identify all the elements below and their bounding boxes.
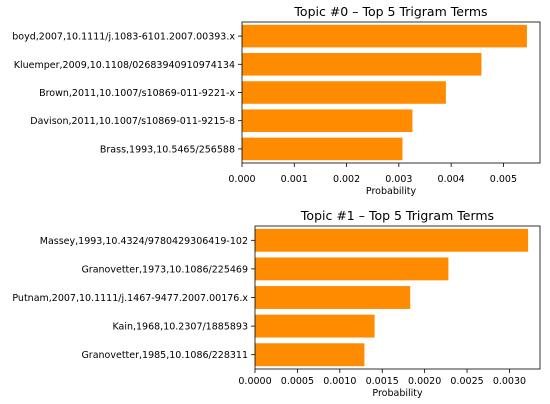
chart-title: Topic #0 – Top 5 Trigram Terms	[293, 4, 487, 19]
bar	[255, 314, 375, 338]
x-axis-label: Probability	[366, 186, 417, 197]
bar	[242, 24, 527, 48]
x-tick-label: 0.004	[438, 174, 465, 185]
chart-title: Topic #1 – Top 5 Trigram Terms	[300, 208, 494, 223]
bar	[255, 228, 529, 252]
plot-frame	[241, 21, 541, 164]
bar	[255, 343, 365, 367]
bar	[242, 109, 413, 132]
x-tick-label: 0.0025	[450, 376, 483, 387]
category-label: Granovetter,1985,10.1086/228311	[81, 350, 248, 361]
x-tick-label: 0.001	[281, 174, 308, 185]
category-label: Massey,1993,10.4324/9780429306419-102	[40, 236, 248, 247]
category-label: Putnam,2007,10.1111/j.1467-9477.2007.001…	[12, 293, 248, 304]
category-label: Kain,1968,10.2307/1885893	[112, 322, 248, 333]
x-axis-label: Probability	[372, 388, 423, 399]
x-tick-label: 0.003	[385, 174, 412, 185]
bar	[242, 81, 446, 104]
category-label: boyd,2007,10.1111/j.1083-6101.2007.00393…	[12, 32, 235, 43]
x-tick-label: 0.0030	[493, 376, 526, 387]
x-tick-label: 0.005	[490, 174, 517, 185]
bar	[242, 53, 482, 76]
x-tick-label: 0.0000	[238, 376, 271, 387]
category-label: Kluemper,2009,10.1108/02683940910974134	[14, 60, 235, 71]
bar	[242, 137, 403, 161]
chart-topic-1: Topic #1 – Top 5 Trigram Terms Massey,199…	[12, 208, 541, 399]
category-label: Granovetter,1973,10.1086/225469	[81, 264, 248, 275]
x-tick-label: 0.0005	[281, 376, 314, 387]
x-tick-label: 0.002	[333, 174, 360, 185]
bar	[255, 257, 449, 281]
x-tick-label: 0.0015	[366, 376, 399, 387]
category-label: Davison,2011,10.1007/s10869-011-9215-8	[30, 116, 235, 127]
bar	[255, 286, 411, 309]
x-tick-label: 0.0020	[408, 376, 441, 387]
category-label: Brass,1993,10.5465/256588	[100, 144, 235, 155]
x-tick-label: 0.000	[228, 174, 255, 185]
chart-topic-0: Topic #0 – Top 5 Trigram Terms boyd,2007,…	[12, 4, 541, 197]
plot-frame	[254, 225, 541, 370]
x-tick-label: 0.0010	[323, 376, 356, 387]
category-label: Brown,2011,10.1007/s10869-011-9221-x	[39, 88, 235, 99]
